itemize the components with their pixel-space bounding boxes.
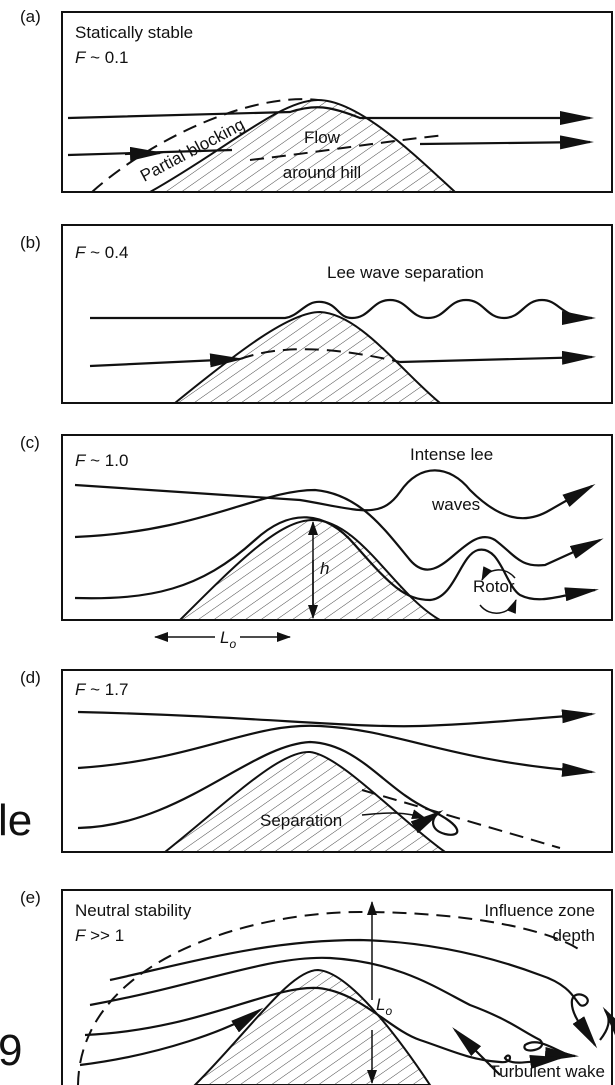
annotation: around hill [283,163,361,182]
length-symbol: L [220,628,229,647]
streamline [74,488,604,571]
froude-relation: ~ 1.0 [90,451,128,470]
panel-e: (e) Neutral stability F >> 1 Influence z… [20,888,615,1085]
panel-label: (c) [20,433,40,452]
length-symbol: L [376,995,385,1014]
froude-variable: F [75,451,87,470]
streamline [452,1027,501,1076]
annotation: Lee wave separation [327,263,484,282]
froude-variable: F [75,48,87,67]
streamline [84,986,564,1069]
panel-label: (e) [20,888,41,907]
froude-variable: F [75,680,87,699]
hill [172,310,443,404]
froude-label: F ~ 1.0 [75,451,128,470]
annotation: Influence zone [484,901,595,920]
rotor-arrow [479,599,517,614]
margin-fragment: 9 [0,1026,22,1075]
froude-label: F ~ 0.4 [75,243,128,262]
annotation: Turbulent wake [489,1062,605,1081]
panel-label: (d) [20,668,41,687]
dashed-line [77,910,581,1085]
dashed-line [249,134,446,161]
streamline [77,724,596,777]
panel-label: (b) [20,233,41,252]
froude-relation: ~ 0.4 [90,243,128,262]
annotation: Flow [304,128,341,147]
streamline [90,298,596,325]
streamline [79,1007,264,1067]
streamline [74,516,599,602]
annotation: Separation [260,811,342,830]
margin-fragment: le [0,796,32,845]
stability-label: Statically stable [75,23,193,42]
length-subscript: o [385,1004,392,1018]
length-label: Lo [220,628,236,651]
panel-a: (a) Statically stable F ~ 0.1 Partial bl… [20,7,613,193]
streamline [109,938,598,1049]
dashed-line [239,348,401,363]
hill [162,750,449,853]
froude-relation: ~ 0.1 [90,48,128,67]
streamline [89,353,244,368]
streamline [89,956,579,1061]
panel-d: (d) F ~ 1.7 Separation [20,668,613,853]
dashed-line [361,789,561,849]
streamline [599,1006,615,1041]
rotor-arrow [481,566,516,581]
panel-frame [61,889,613,1085]
stability-label: Neutral stability [75,901,192,920]
froude-label: F ~ 0.1 [75,48,128,67]
annotation: Intense lee [410,445,493,464]
pointer [361,809,426,820]
panel-label: (a) [20,7,41,26]
streamline [124,146,164,161]
annotation: Rotor [473,577,515,596]
streamline [419,135,594,150]
streamline [399,350,596,365]
panel-b: (b) F ~ 0.4 Lee wave separation [20,224,613,404]
panel-c: (c) F ~ 1.0 Intense lee waves h Rotor Lo [20,433,613,651]
annotation: h [320,559,329,578]
streamline [74,469,596,520]
froude-variable: F [75,926,87,945]
annotation: waves [431,495,480,514]
length-subscript: o [229,637,236,651]
dashed-line [91,98,319,193]
length-label: Lo [376,995,392,1018]
hill [177,518,444,621]
annotation: depth [552,926,595,945]
streamline [67,106,594,125]
froude-relation: ~ 1.7 [90,680,128,699]
froude-variable: F [75,243,87,262]
froude-relation: >> 1 [90,926,124,945]
streamline [77,740,459,836]
streamline [77,709,596,728]
froude-label: F ~ 1.7 [75,680,128,699]
froude-label: F >> 1 [75,926,124,945]
